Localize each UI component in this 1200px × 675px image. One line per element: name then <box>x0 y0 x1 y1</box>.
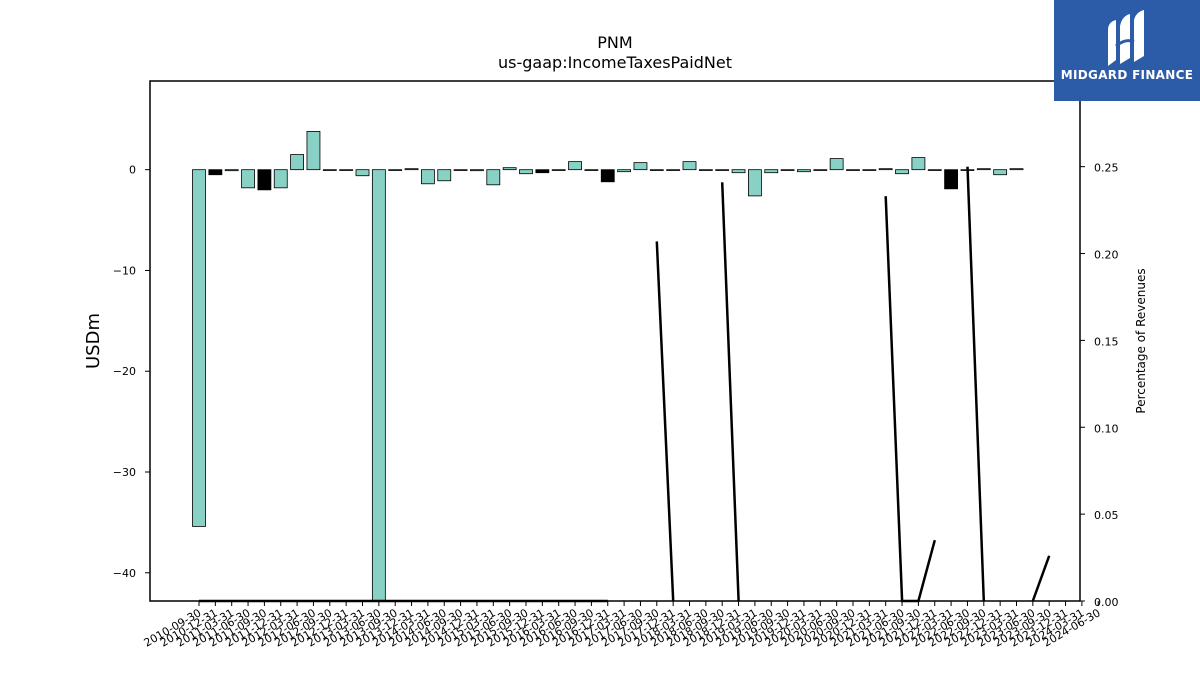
bar-2017-06-30 <box>633 162 648 171</box>
bar-2013-12-31 <box>404 168 419 171</box>
bar-2020-03-31 <box>813 169 828 171</box>
logo-text: MIDGARD FINANCE <box>1060 68 1194 82</box>
bar-2018-03-31 <box>682 161 697 171</box>
bar-2021-06-30 <box>895 169 909 175</box>
bar-2019-03-31 <box>748 169 762 197</box>
midgard-finance-logo: MIDGARD FINANCE <box>1054 0 1200 101</box>
y-axis-label: USDm <box>83 313 104 369</box>
bar-2021-03-31 <box>878 168 893 171</box>
bar-2015-12-31 <box>535 169 550 174</box>
bar-2010-09-30 <box>192 169 206 527</box>
bar-2015-06-30 <box>502 167 517 171</box>
bar-2014-06-30 <box>437 169 452 182</box>
chart-title: PNM <box>597 33 632 52</box>
bar-2016-12-31 <box>600 169 615 183</box>
y-tick-label: −40 <box>113 567 136 580</box>
plot-area <box>192 130 1099 602</box>
bar-2013-09-30 <box>388 169 403 171</box>
bar-2016-06-30 <box>568 161 582 171</box>
bar-2020-09-30 <box>846 169 860 171</box>
bar-2019-12-31 <box>797 169 811 173</box>
bar-2016-09-30 <box>584 169 599 171</box>
bar-2022-03-31 <box>944 169 958 190</box>
bar-2021-09-30 <box>911 157 926 171</box>
bar-2023-03-31 <box>1009 168 1024 171</box>
bar-2019-09-30 <box>780 169 795 171</box>
y-tick-label: −10 <box>113 264 136 277</box>
bar-2022-06-30 <box>960 169 975 171</box>
bar-2012-09-30 <box>322 169 337 171</box>
bar-2020-12-31 <box>862 169 877 171</box>
bar-2017-03-31 <box>617 169 631 173</box>
bar-2018-06-30 <box>698 169 713 171</box>
logo-mark-icon <box>1108 10 1144 66</box>
bar-2016-03-31 <box>551 169 566 171</box>
bar-2013-06-30 <box>371 169 386 602</box>
bar-2013-03-31 <box>355 169 370 177</box>
y-tick-label: −30 <box>113 466 136 479</box>
y2-tick-label: 0.15 <box>1094 335 1119 348</box>
y2-tick-label: 0.25 <box>1094 162 1119 175</box>
bar-2018-12-31 <box>731 169 746 174</box>
bar-2015-09-30 <box>519 169 533 175</box>
bar-2011-06-30 <box>241 169 255 189</box>
bar-2012-06-30 <box>306 130 321 171</box>
bar-2022-12-31 <box>993 169 1008 176</box>
y2-tick-label: 0.10 <box>1094 422 1119 435</box>
bar-2019-06-30 <box>764 169 779 174</box>
chart-subtitle: us-gaap:IncomeTaxesPaidNet <box>498 53 732 72</box>
bar-2022-09-30 <box>976 168 991 171</box>
y2-tick-label: 0.00 <box>1094 596 1119 609</box>
bar-2021-12-31 <box>927 169 942 171</box>
series-line-percentage-of-revenues <box>199 167 1098 601</box>
bar-2012-12-31 <box>339 169 354 171</box>
bar-2017-12-31 <box>666 169 681 171</box>
bar-2014-12-31 <box>470 169 484 172</box>
bar-2012-03-31 <box>290 154 305 171</box>
y2-tick-label: 0.05 <box>1094 509 1119 522</box>
bar-2010-12-31 <box>208 169 223 176</box>
bar-2020-06-30 <box>829 158 844 171</box>
y2-axis-label: Percentage of Revenues <box>1134 268 1148 413</box>
y-tick-label: 0 <box>129 164 136 177</box>
plot-frame <box>149 80 1081 602</box>
bar-2015-03-31 <box>486 169 501 186</box>
bar-2011-09-30 <box>257 169 272 191</box>
bar-2018-09-30 <box>715 169 730 171</box>
bar-2014-09-30 <box>453 169 468 171</box>
y-tick-label: −20 <box>113 365 136 378</box>
bar-2017-09-30 <box>649 169 664 171</box>
bar-2011-12-31 <box>273 169 288 189</box>
bar-2014-03-31 <box>420 169 435 185</box>
bar-2011-03-31 <box>224 169 239 172</box>
y2-tick-label: 0.20 <box>1094 249 1119 262</box>
